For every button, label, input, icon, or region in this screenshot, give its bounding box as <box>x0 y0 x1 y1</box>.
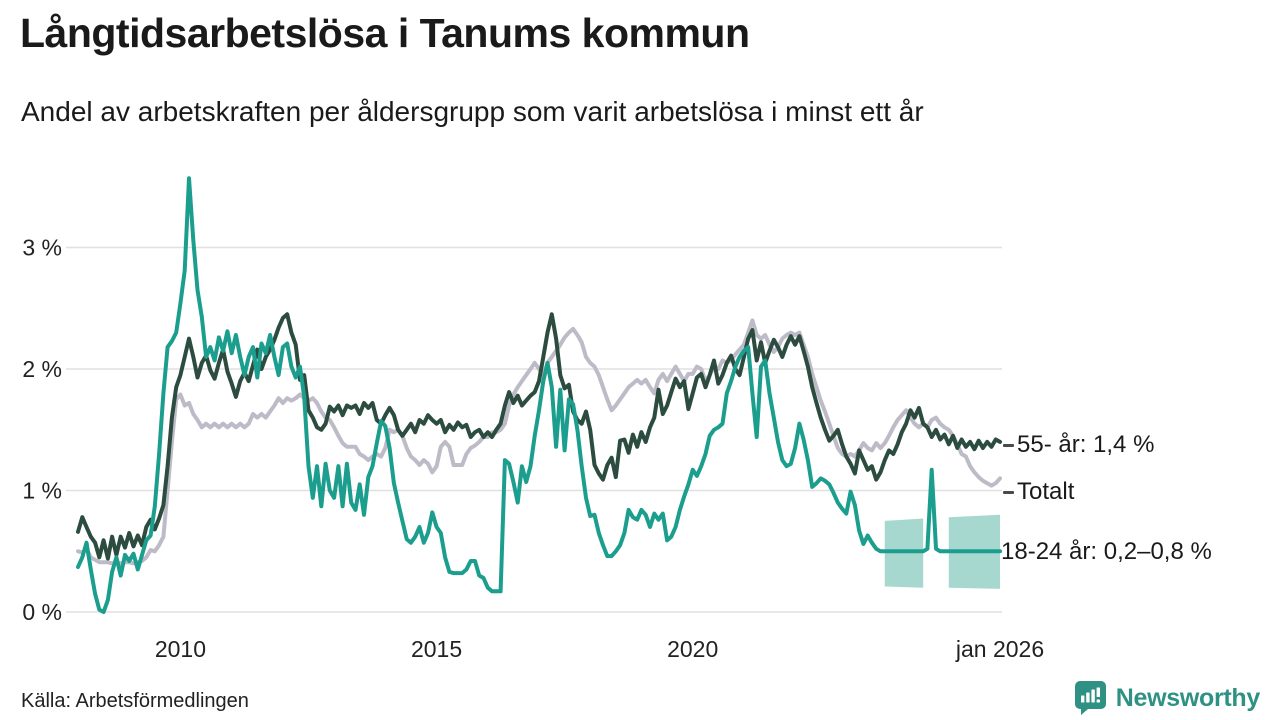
x-tick-label: 2015 <box>411 636 462 662</box>
series-label-text: 55- år: 1,4 % <box>1017 431 1155 458</box>
y-tick-label: 3 % <box>22 235 62 261</box>
series-label-55-ar: 55- år: 1,4 % <box>1003 431 1154 459</box>
series-line-18-24-ar <box>76 176 1002 614</box>
brand-name: Newsworthy <box>1115 683 1261 712</box>
x-tick-label: 2020 <box>667 636 718 662</box>
page-title: Långtidsarbetslösa i Tanums kommun <box>20 10 750 56</box>
x-tick-label: jan 2026 <box>955 636 1044 662</box>
series-label-totalt: Totalt <box>1003 478 1074 506</box>
brand-logo: Newsworthy <box>1073 680 1260 716</box>
series-label-text: 18-24 år: 0,2–0,8 % <box>1001 538 1212 565</box>
y-tick-label: 0 % <box>22 599 62 625</box>
series-line-55-ar <box>76 312 1002 561</box>
series-label-text: Totalt <box>1017 478 1075 505</box>
y-tick-label: 2 % <box>22 356 62 382</box>
series-label-18-24-ar: 18-24 år: 0,2–0,8 % <box>1001 538 1212 566</box>
label-tick-dash <box>1003 443 1014 447</box>
label-tick-dash <box>1003 490 1014 494</box>
source-note: Källa: Arbetsförmedlingen <box>21 690 249 712</box>
x-tick-label: 2010 <box>155 636 206 662</box>
y-tick-label: 1 % <box>22 478 62 504</box>
page-subtitle: Andel av arbetskraften per åldersgrupp s… <box>21 96 924 127</box>
newsworthy-pin-chart-icon <box>1074 681 1106 715</box>
